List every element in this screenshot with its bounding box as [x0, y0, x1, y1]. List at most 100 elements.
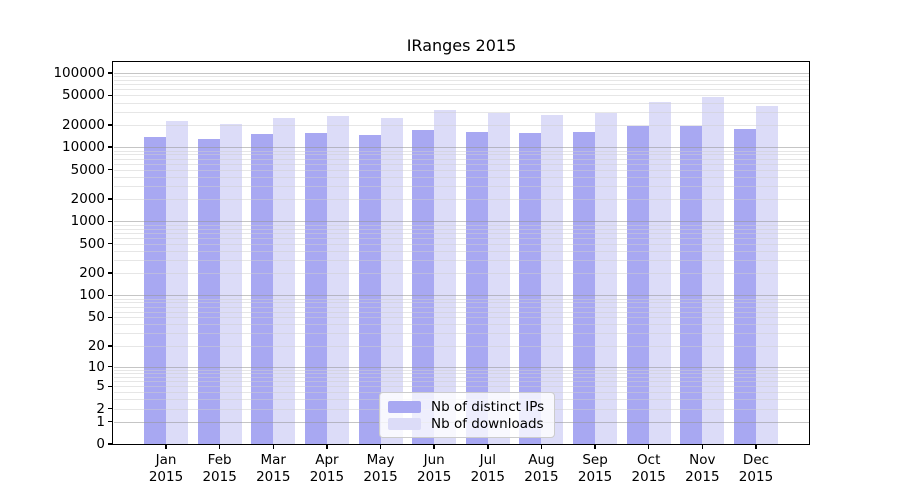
y-gridline-minor	[114, 80, 809, 82]
y-gridline-minor	[114, 76, 809, 78]
y-gridline-minor	[114, 111, 809, 113]
x-tick-label: Nov 2015	[685, 452, 720, 485]
y-gridline-minor	[114, 243, 809, 245]
x-tick-label: Apr 2015	[309, 452, 345, 485]
y-tick	[108, 168, 113, 171]
y-gridline-minor	[114, 124, 809, 126]
y-tick-label: 100000	[53, 65, 105, 81]
y-gridline-major	[114, 147, 809, 149]
x-tick-label: Aug 2015	[524, 452, 559, 485]
x-tick-label: Oct 2015	[631, 452, 666, 485]
bar-distinct-ips	[358, 134, 381, 444]
x-tick	[433, 444, 435, 449]
legend-swatch-distinct-ips	[388, 400, 421, 413]
y-tick-label: 5000	[70, 161, 105, 178]
x-tick	[272, 444, 275, 449]
y-tick-label: 50000	[62, 87, 105, 104]
bar-downloads	[541, 114, 564, 444]
x-tick	[487, 444, 489, 449]
y-gridline-minor	[114, 311, 809, 313]
bar-downloads	[434, 110, 457, 444]
x-tick	[326, 444, 328, 449]
x-tick	[540, 444, 543, 449]
y-gridline-minor	[114, 176, 809, 178]
y-gridline-minor	[114, 381, 809, 383]
y-gridline-minor	[114, 154, 809, 156]
y-gridline-minor	[114, 158, 809, 160]
y-gridline-major	[114, 73, 809, 74]
bar-downloads	[166, 121, 188, 444]
y-tick-label: 10	[87, 358, 105, 375]
y-tick	[108, 294, 113, 297]
bar-distinct-ips	[519, 133, 542, 444]
y-tick	[108, 146, 113, 148]
bar-downloads	[219, 124, 242, 444]
x-tick	[701, 444, 704, 449]
y-tick-label: 200	[79, 265, 105, 282]
legend-swatch-downloads	[388, 417, 421, 430]
legend-item-downloads: Nb of downloads	[388, 415, 544, 432]
x-tick	[379, 444, 382, 449]
y-tick	[108, 365, 113, 368]
y-tick	[108, 345, 113, 347]
y-tick-label: 10000	[62, 139, 105, 156]
y-gridline-major	[114, 221, 809, 223]
y-gridline-minor	[114, 345, 809, 347]
y-tick	[108, 94, 113, 97]
bar-distinct-ips	[465, 131, 488, 444]
x-tick-label: Jan 2015	[148, 452, 184, 485]
y-tick	[108, 316, 113, 319]
axes-frame	[112, 61, 810, 445]
x-tick-label: Jun 2015	[416, 452, 452, 485]
y-gridline-minor	[114, 386, 809, 388]
bar-downloads	[595, 113, 618, 444]
y-tick-label: 1	[96, 413, 105, 430]
y-gridline-minor	[114, 324, 809, 326]
y-tick	[108, 272, 113, 274]
y-tick-label: 0	[96, 436, 105, 452]
x-tick-label: Mar 2015	[256, 452, 291, 485]
bar-distinct-ips	[412, 130, 435, 444]
y-gridline-minor	[114, 150, 809, 152]
y-gridline-major	[114, 366, 809, 368]
x-tick	[755, 444, 757, 449]
y-tick	[108, 198, 113, 200]
y-tick	[108, 385, 113, 387]
y-gridline-minor	[114, 199, 809, 201]
y-tick-label: 20000	[62, 116, 105, 133]
y-tick-label: 2000	[70, 191, 105, 208]
bar-downloads	[702, 97, 725, 444]
y-tick	[108, 72, 113, 74]
bar-distinct-ips	[733, 129, 756, 444]
y-tick-label: 20	[87, 337, 105, 354]
bar-distinct-ips	[573, 132, 596, 444]
bar-distinct-ips	[680, 125, 703, 444]
legend-label-downloads: Nb of downloads	[431, 415, 544, 432]
y-gridline-minor	[114, 232, 809, 234]
x-tick-label: Dec 2015	[738, 452, 774, 485]
y-gridline-minor	[114, 163, 809, 165]
y-gridline-minor	[114, 260, 809, 262]
y-gridline-minor	[114, 84, 809, 86]
x-tick-label: Jul 2015	[470, 452, 505, 485]
y-tick	[108, 420, 113, 423]
y-gridline-minor	[114, 169, 809, 171]
legend-label-distinct-ips: Nb of distinct IPs	[431, 398, 545, 415]
y-gridline-major	[114, 295, 809, 297]
y-gridline-minor	[114, 273, 809, 275]
y-gridline-minor	[114, 317, 809, 319]
y-gridline-minor	[114, 302, 809, 304]
y-tick	[108, 242, 113, 245]
bar-distinct-ips	[304, 132, 327, 444]
bar-downloads	[487, 113, 510, 444]
y-tick	[108, 220, 113, 223]
y-tick-label: 1000	[70, 213, 105, 230]
y-gridline-minor	[114, 376, 809, 378]
y-gridline-minor	[114, 228, 809, 230]
legend-item-distinct-ips: Nb of distinct IPs	[388, 398, 544, 415]
bar-distinct-ips	[197, 139, 220, 444]
y-tick	[108, 443, 113, 445]
x-tick-label: Feb 2015	[202, 452, 237, 485]
legend: Nb of distinct IPs Nb of downloads	[379, 392, 556, 438]
